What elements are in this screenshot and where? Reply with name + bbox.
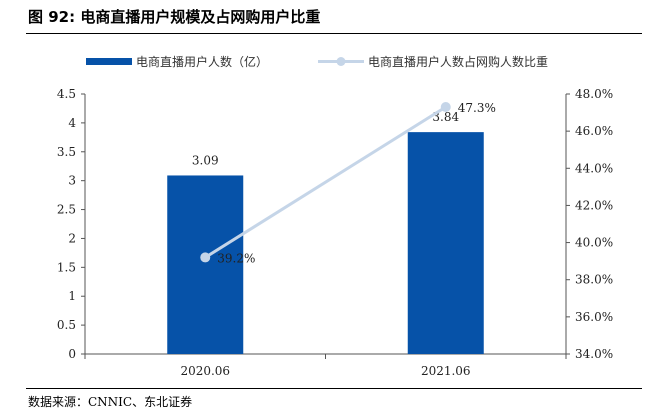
right-tick-label: 38.0%: [575, 273, 613, 287]
legend-label-bar: 电商直播用户人数（亿）: [136, 54, 268, 69]
left-tick-label: 0.5: [57, 318, 76, 332]
left-tick-label: 3: [68, 174, 76, 188]
legend-label-line: 电商直播用户人数占网购人数比重: [368, 54, 548, 69]
right-tick-label: 34.0%: [575, 347, 613, 361]
bar: [167, 175, 244, 354]
footer-rule: [26, 388, 642, 389]
right-tick-label: 42.0%: [575, 198, 613, 212]
ratio-point: [200, 252, 211, 263]
figure-title: 图 92: 电商直播用户规模及占网购用户比重: [28, 8, 321, 26]
source-note: 数据来源：CNNIC、东北证券: [28, 395, 193, 409]
bar-value-label: 3.84: [432, 110, 459, 124]
left-tick-label: 2: [68, 231, 76, 245]
left-tick-label: 4: [68, 116, 76, 130]
ratio-line: [204, 105, 447, 259]
plot-area: 0 0.5 1 1.5 2 2.5 3 3.5 4 4.5 34.0% 36.0% 38.0% 40.0%…: [57, 87, 613, 378]
right-tick-label: 44.0%: [575, 161, 613, 175]
x-tick-label: 2021.06: [421, 364, 471, 378]
bar-value-label: 3.09: [192, 153, 219, 167]
ratio-value-label: 47.3%: [458, 101, 496, 115]
right-tick-label: 40.0%: [575, 236, 613, 250]
right-tick-label: 46.0%: [575, 124, 613, 138]
left-tick-label: 4.5: [57, 87, 76, 101]
ratio-value-label: 39.2%: [217, 251, 255, 265]
title-rule: [26, 33, 642, 34]
right-tick-label: 36.0%: [575, 310, 613, 324]
left-tick-label: 3.5: [57, 145, 76, 159]
legend: 电商直播用户人数（亿） 电商直播用户人数占网购人数比重: [86, 54, 548, 69]
legend-swatch-bar: [86, 58, 132, 65]
left-tick-label: 2.5: [57, 203, 76, 217]
left-tick-label: 0: [68, 347, 76, 361]
legend-swatch-marker: [336, 57, 346, 66]
x-tick-label: 2020.06: [180, 364, 230, 378]
right-tick-label: 48.0%: [575, 87, 613, 101]
bar: [407, 132, 484, 354]
left-tick-label: 1: [68, 289, 76, 303]
left-tick-label: 1.5: [57, 260, 76, 274]
ratio-point: [440, 102, 451, 112]
